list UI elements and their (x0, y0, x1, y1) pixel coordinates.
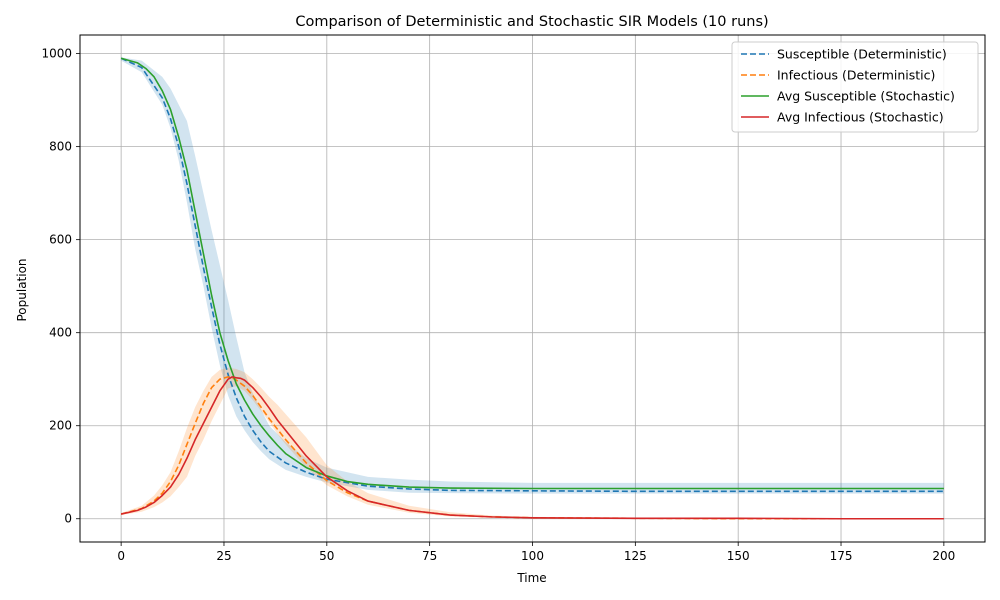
series-line (120, 376, 944, 520)
series-line (120, 57, 944, 490)
legend-label: Infectious (Deterministic) (777, 68, 935, 83)
series-lines (120, 57, 944, 520)
x-tick-label: 175 (830, 549, 853, 563)
legend-box (731, 41, 979, 133)
y-tick-label: 200 (49, 419, 72, 433)
series-line (120, 57, 944, 493)
legend: Susceptible (Deterministic) Infectious (D… (731, 41, 979, 133)
x-tick-label: 200 (932, 549, 955, 563)
series-line (120, 376, 944, 520)
legend-label: Avg Infectious (Stochastic) (777, 110, 944, 125)
x-tick-label: 100 (521, 549, 544, 563)
y-axis: 0 200 400 600 800 1000 (41, 47, 80, 526)
x-tick-label: 0 (117, 549, 125, 563)
x-axis-label: Time (516, 571, 546, 585)
y-tick-label: 400 (49, 326, 72, 340)
legend-label: Avg Susceptible (Stochastic) (777, 89, 955, 104)
y-tick-label: 0 (64, 512, 72, 526)
y-tick-label: 1000 (41, 47, 72, 61)
y-tick-label: 600 (49, 233, 72, 247)
y-axis-label: Population (15, 258, 29, 321)
legend-label: Susceptible (Deterministic) (777, 47, 947, 62)
x-tick-label: 125 (624, 549, 647, 563)
grid (80, 35, 985, 542)
y-tick-label: 800 (49, 140, 72, 154)
x-tick-label: 25 (216, 549, 231, 563)
x-tick-label: 75 (422, 549, 437, 563)
chart-title: Comparison of Deterministic and Stochast… (295, 14, 768, 30)
x-tick-label: 50 (319, 549, 334, 563)
x-axis: 0 25 50 75 100 125 150 175 200 (117, 542, 955, 563)
x-tick-label: 150 (727, 549, 750, 563)
